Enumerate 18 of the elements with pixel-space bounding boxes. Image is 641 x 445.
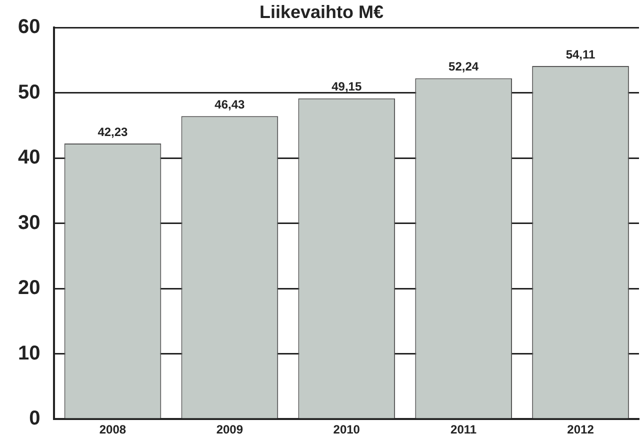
y-tick-label: 0 <box>29 408 40 430</box>
y-tick-label: 60 <box>18 16 40 38</box>
data-label: 49,15 <box>332 80 362 94</box>
data-label: 52,24 <box>448 60 479 74</box>
y-tick-label: 40 <box>18 146 40 169</box>
x-tick-label: 2012 <box>567 422 594 437</box>
x-tick-label: 2011 <box>450 422 477 437</box>
x-tick-label: 2010 <box>333 422 360 437</box>
y-tick-label: 10 <box>18 342 40 364</box>
chart-title: Liikevaihto M€ <box>259 2 384 22</box>
data-label: 54,11 <box>566 47 596 62</box>
y-tick-label: 20 <box>18 277 40 300</box>
y-tick-label: 50 <box>18 81 40 104</box>
data-label: 46,43 <box>214 97 246 112</box>
y-tick-label: 30 <box>18 212 40 234</box>
x-tick-label: 2008 <box>99 422 126 437</box>
data-label: 42,23 <box>98 124 128 139</box>
x-tick-label: 2009 <box>216 422 244 437</box>
